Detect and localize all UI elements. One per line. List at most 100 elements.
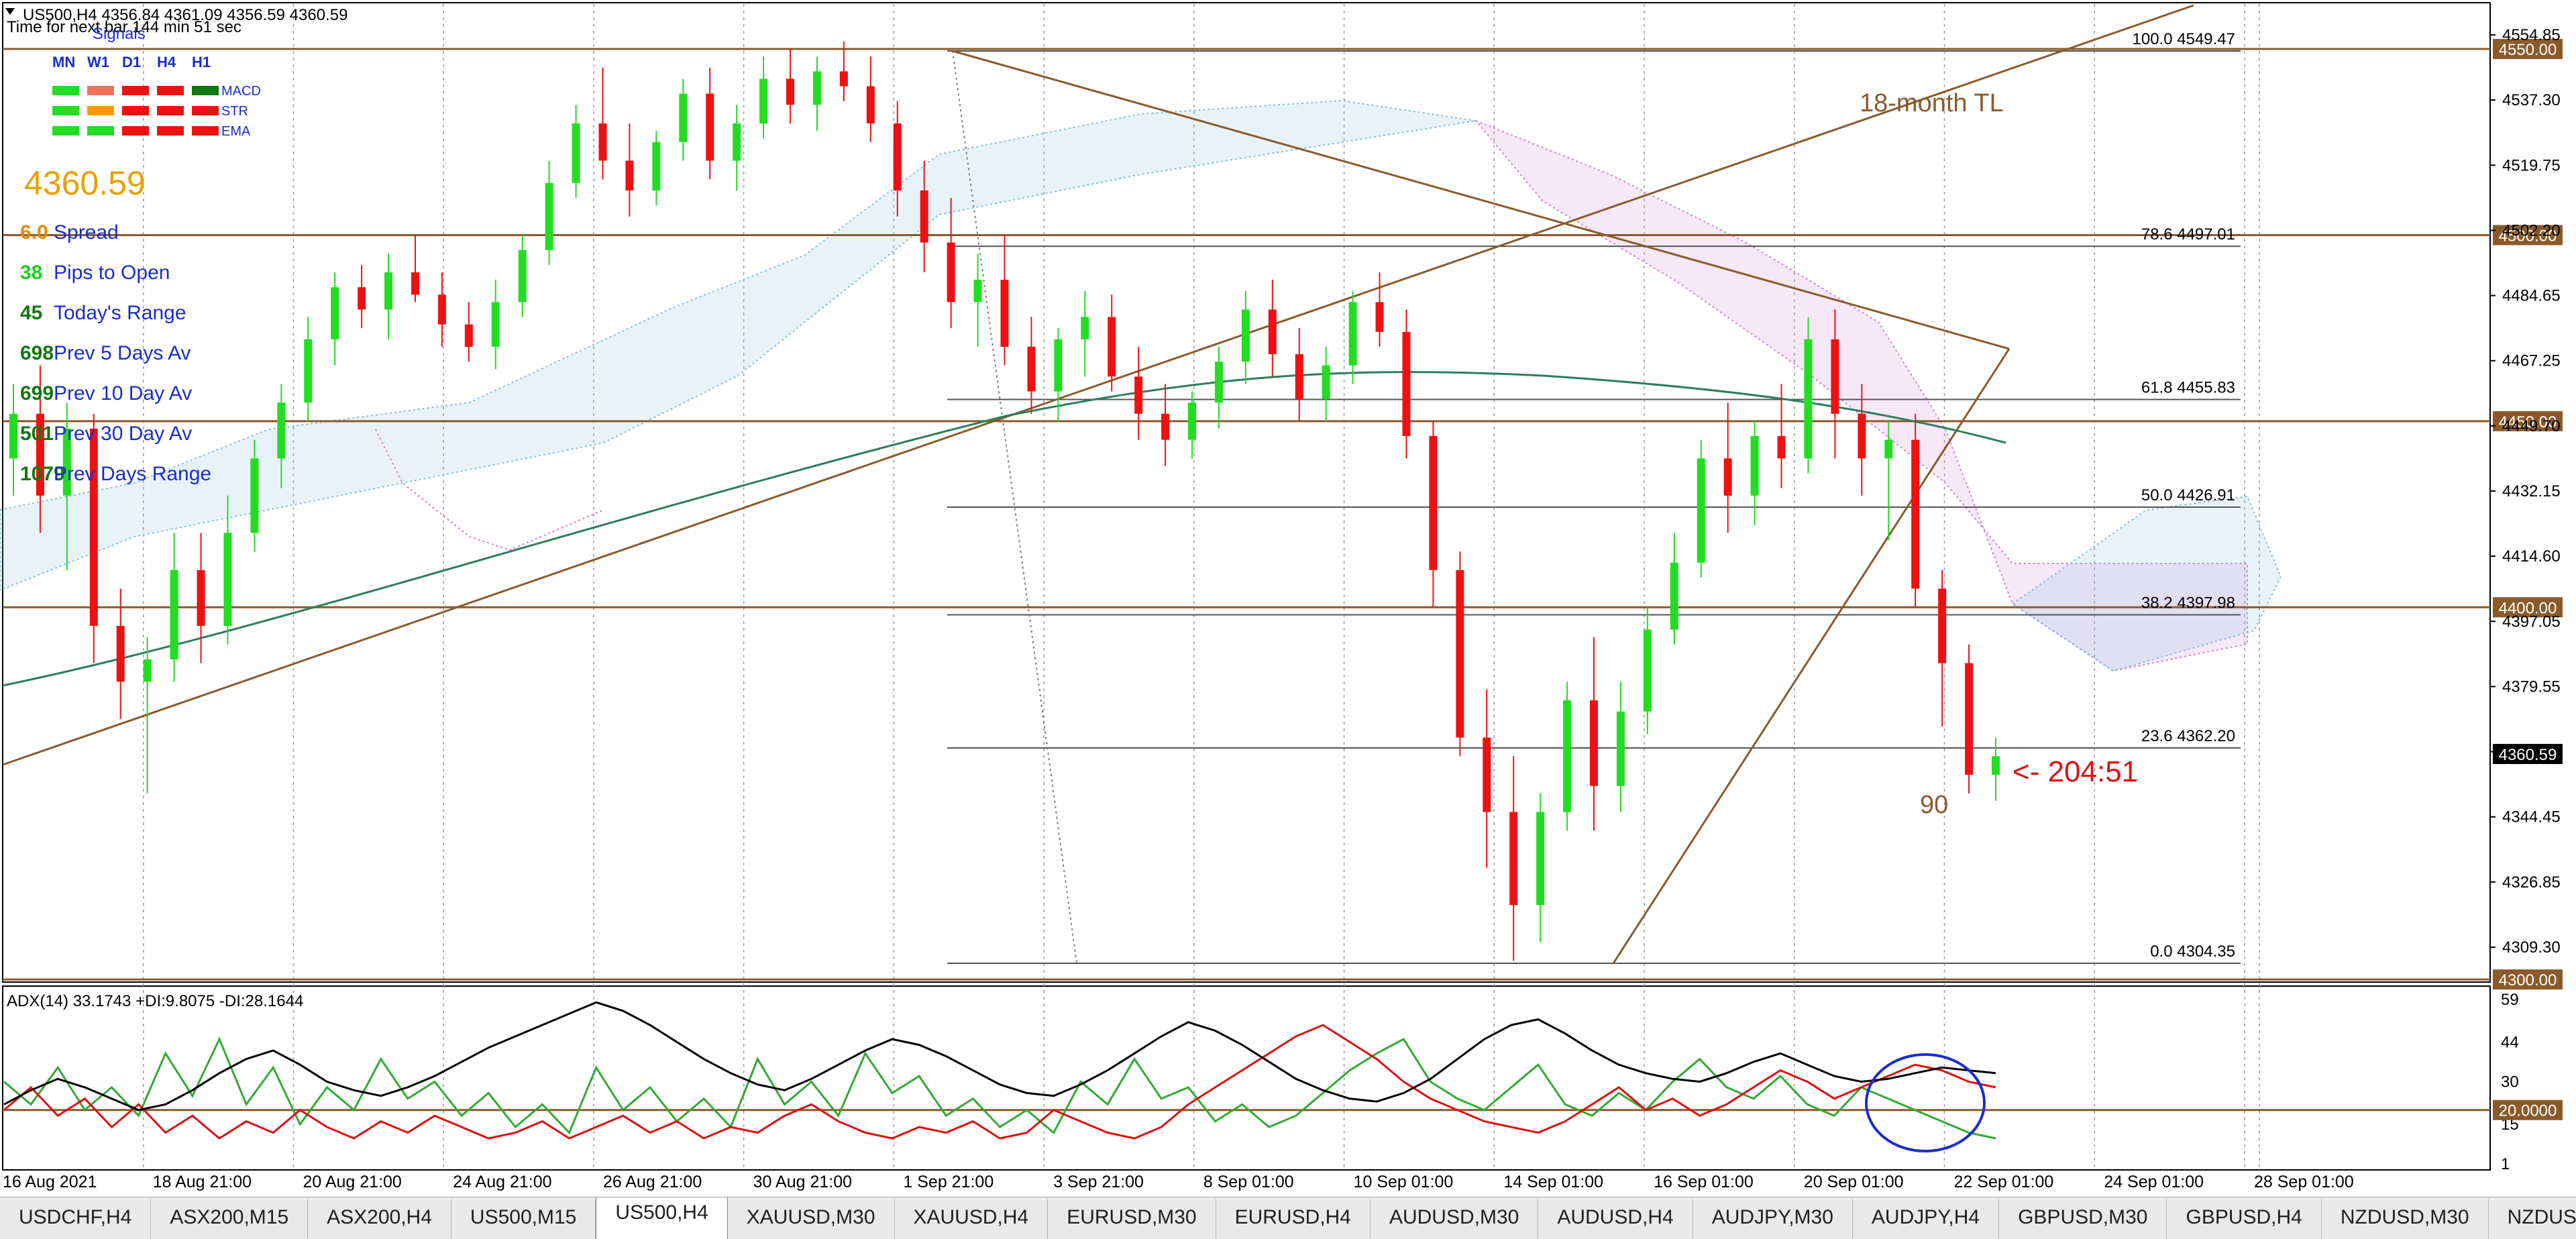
candle-body bbox=[1054, 339, 1063, 392]
candlestick-series bbox=[9, 41, 2000, 961]
adx-tick-label: 59 bbox=[2501, 991, 2519, 1009]
tab-xauusd-h4[interactable]: XAUUSD,H4 bbox=[894, 1199, 1049, 1239]
price-tick-label: 4414.60 bbox=[2502, 547, 2561, 565]
candle-body bbox=[866, 86, 875, 124]
time-axis[interactable]: 16 Aug 2021 18 Aug 21:00 20 Aug 21:00 24 Au… bbox=[3, 1173, 2354, 1191]
adx-level-box bbox=[2493, 1099, 2563, 1120]
price-axis[interactable]: 4554.85 4537.30 4519.75 4502.20 4484.65 4467.… bbox=[2490, 26, 2563, 957]
chart-menu-icon[interactable] bbox=[5, 8, 15, 15]
candle-body bbox=[1697, 458, 1705, 563]
candle-body bbox=[1375, 302, 1384, 332]
info-label: Today's Range bbox=[54, 302, 186, 324]
adx-line bbox=[3, 1001, 1996, 1112]
candle-body bbox=[89, 428, 98, 627]
candle-body bbox=[1483, 737, 1491, 812]
indicator-frame bbox=[2, 985, 2491, 1171]
candle-body bbox=[9, 413, 17, 459]
candle-body bbox=[1322, 365, 1330, 399]
tab-gbpusd-m30[interactable]: GBPUSD,M30 bbox=[1999, 1199, 2167, 1239]
highlight-circle bbox=[1865, 1053, 1986, 1152]
tab-eurusd-m30[interactable]: EURUSD,M30 bbox=[1048, 1199, 1216, 1239]
time-tick-label: 3 Sep 21:00 bbox=[1053, 1173, 1144, 1191]
time-tick-label: 16 Aug 2021 bbox=[3, 1173, 97, 1191]
candle-body bbox=[706, 93, 714, 161]
candle-body bbox=[1108, 317, 1116, 377]
chart-tab-bar: USDCHF,H4 ASX200,M15 ASX200,H4 US500,M15 US5… bbox=[0, 1197, 2576, 1239]
fibonacci-retracement: 100.0 4549.47 78.6 4497.01 61.8 4455.83 50.… bbox=[947, 30, 2241, 964]
tab-audusd-m30[interactable]: AUDUSD,M30 bbox=[1370, 1199, 1539, 1239]
bar-timer: Time for next bar 144 min 51 sec bbox=[7, 18, 241, 36]
signal-cell bbox=[122, 86, 149, 95]
signal-cell bbox=[52, 126, 79, 136]
signal-cell bbox=[122, 126, 149, 136]
candle-body bbox=[1402, 331, 1411, 437]
signal-cell bbox=[157, 106, 184, 115]
candle-body bbox=[625, 160, 634, 191]
signal-cell bbox=[87, 106, 114, 115]
tab-usdchf-h4[interactable]: USDCHF,H4 bbox=[0, 1199, 152, 1239]
marker-label: 90 bbox=[1920, 791, 1948, 819]
price-tick-label: 4484.65 bbox=[2502, 287, 2561, 305]
candle-body bbox=[947, 242, 955, 303]
tab-nzdusd-h4[interactable]: NZDUSD,H4 bbox=[2488, 1199, 2576, 1239]
minus-di-line bbox=[3, 1024, 1996, 1140]
tab-gbpusd-h4[interactable]: GBPUSD,H4 bbox=[2167, 1199, 2322, 1239]
trendline-label: 18-month TL bbox=[1860, 89, 2004, 117]
trendline-ascending bbox=[1612, 348, 2010, 964]
candle-body bbox=[1188, 402, 1197, 440]
candle-body bbox=[679, 93, 688, 142]
tab-us500-h4[interactable]: US500,H4 bbox=[596, 1197, 728, 1239]
signal-timeframe: D1 bbox=[122, 54, 141, 70]
tab-xauusd-m30[interactable]: XAUUSD,M30 bbox=[727, 1199, 895, 1239]
tab-audjpy-m30[interactable]: AUDJPY,M30 bbox=[1693, 1199, 1853, 1239]
tab-eurusd-h4[interactable]: EURUSD,H4 bbox=[1216, 1199, 1371, 1239]
moving-average-line bbox=[2, 371, 2006, 687]
candle-body bbox=[384, 272, 393, 310]
info-label: Pips to Open bbox=[54, 262, 170, 284]
tab-asx200-m15[interactable]: ASX200,M15 bbox=[151, 1199, 309, 1239]
candle-body bbox=[786, 78, 795, 105]
candle-body bbox=[1643, 629, 1652, 712]
tab-audusd-h4[interactable]: AUDUSD,H4 bbox=[1538, 1199, 1693, 1239]
candle-body bbox=[491, 302, 500, 347]
tab-audjpy-h4[interactable]: AUDJPY,H4 bbox=[1852, 1199, 2000, 1239]
candle-body bbox=[1536, 812, 1545, 906]
tab-nzdusd-m30[interactable]: NZDUSD,M30 bbox=[2321, 1199, 2489, 1239]
candle-body bbox=[893, 123, 902, 191]
info-label: Prev 5 Days Av bbox=[54, 342, 191, 364]
candle-body bbox=[572, 123, 580, 183]
candle-body bbox=[545, 182, 553, 250]
time-tick-label: 1 Sep 21:00 bbox=[903, 1173, 994, 1191]
signals-title: Signals bbox=[93, 25, 146, 43]
tab-us500-m15[interactable]: US500,M15 bbox=[451, 1199, 596, 1239]
fib-label: 100.0 4549.47 bbox=[2133, 30, 2235, 48]
candle-body bbox=[36, 413, 44, 496]
main-chart-frame bbox=[2, 2, 2491, 983]
candle-body bbox=[1000, 280, 1009, 347]
time-tick-label: 22 Sep 01:00 bbox=[1954, 1173, 2054, 1191]
price-tick-label: 4344.45 bbox=[2502, 808, 2561, 826]
level-price-box bbox=[2493, 411, 2563, 431]
price-tick-label: 4502.20 bbox=[2502, 221, 2561, 239]
signal-timeframe: MN bbox=[52, 54, 75, 70]
candle-body bbox=[598, 123, 607, 161]
candle-body bbox=[920, 190, 928, 243]
price-tick-label: 4432.15 bbox=[2502, 482, 2561, 500]
level-price-box bbox=[2493, 969, 2563, 990]
signal-cell bbox=[192, 106, 219, 115]
chart-area[interactable]: 4550.00 4500.00 4450.00 4400.00 4300.00 100.… bbox=[0, 0, 2576, 1197]
time-tick-label: 20 Sep 01:00 bbox=[1804, 1173, 1904, 1191]
tab-asx200-h4[interactable]: ASX200,H4 bbox=[308, 1199, 451, 1239]
candle-body bbox=[1456, 570, 1464, 738]
countdown-label: <- 204:51 bbox=[2012, 755, 2138, 788]
candle-body bbox=[1429, 436, 1438, 570]
candle-body bbox=[1884, 439, 1893, 459]
candle-body bbox=[839, 71, 848, 87]
candle-body bbox=[1750, 436, 1759, 496]
candle-body bbox=[1563, 700, 1572, 812]
current-price-tag-label: 4360.59 bbox=[2499, 746, 2557, 764]
candle-body bbox=[1938, 588, 1947, 663]
time-tick-label: 28 Sep 01:00 bbox=[2254, 1173, 2354, 1191]
candle-body bbox=[304, 339, 313, 403]
